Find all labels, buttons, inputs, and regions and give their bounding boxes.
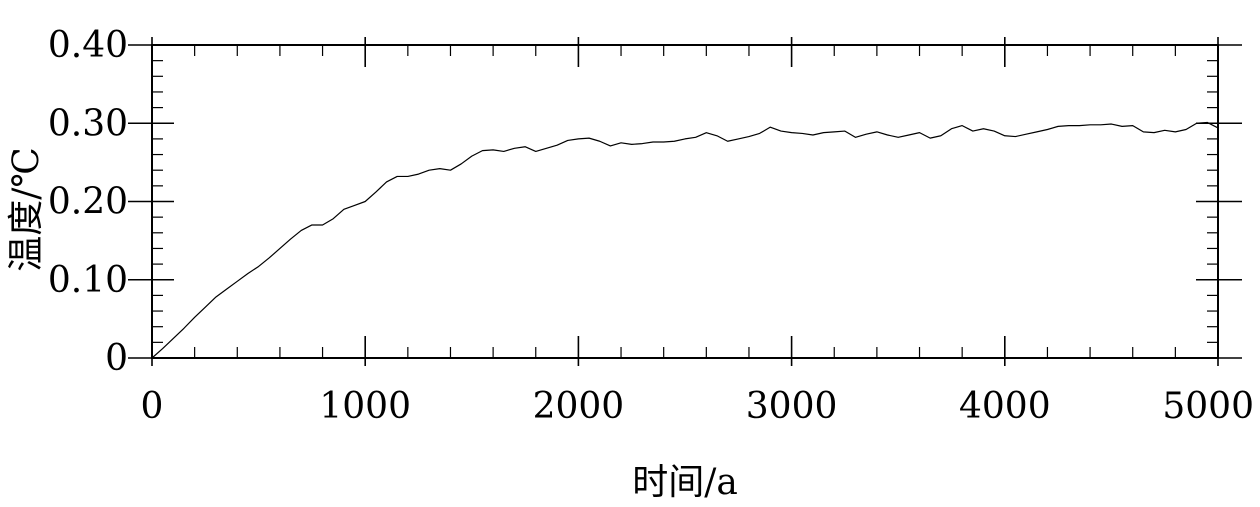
y-tick-label: 0.40 xyxy=(48,25,128,66)
minor-ticks xyxy=(152,45,1218,358)
plot-frame xyxy=(151,44,1219,359)
y-tick-label: 0.10 xyxy=(48,260,128,301)
x-axis-title: 时间/a xyxy=(632,462,738,503)
x-tick-label: 4000 xyxy=(959,386,1051,427)
y-tick-label: 0 xyxy=(105,338,128,379)
major-ticks xyxy=(128,37,1242,366)
y-tick-label: 0.30 xyxy=(48,103,128,144)
x-tick-label: 2000 xyxy=(533,386,625,427)
x-tick-label: 0 xyxy=(141,386,164,427)
y-tick-label: 0.20 xyxy=(48,182,128,223)
y-axis-title: 温度/℃ xyxy=(6,147,47,271)
x-tick-label: 1000 xyxy=(319,386,411,427)
x-tick-label: 3000 xyxy=(746,386,838,427)
x-tick-label: 5000 xyxy=(1162,386,1254,427)
temperature-series-line xyxy=(151,121,1219,359)
y-tick-labels: 0 0.10 0.20 0.30 0.40 xyxy=(48,25,128,379)
x-tick-labels: 0 1000 2000 3000 4000 5000 xyxy=(141,386,1254,427)
